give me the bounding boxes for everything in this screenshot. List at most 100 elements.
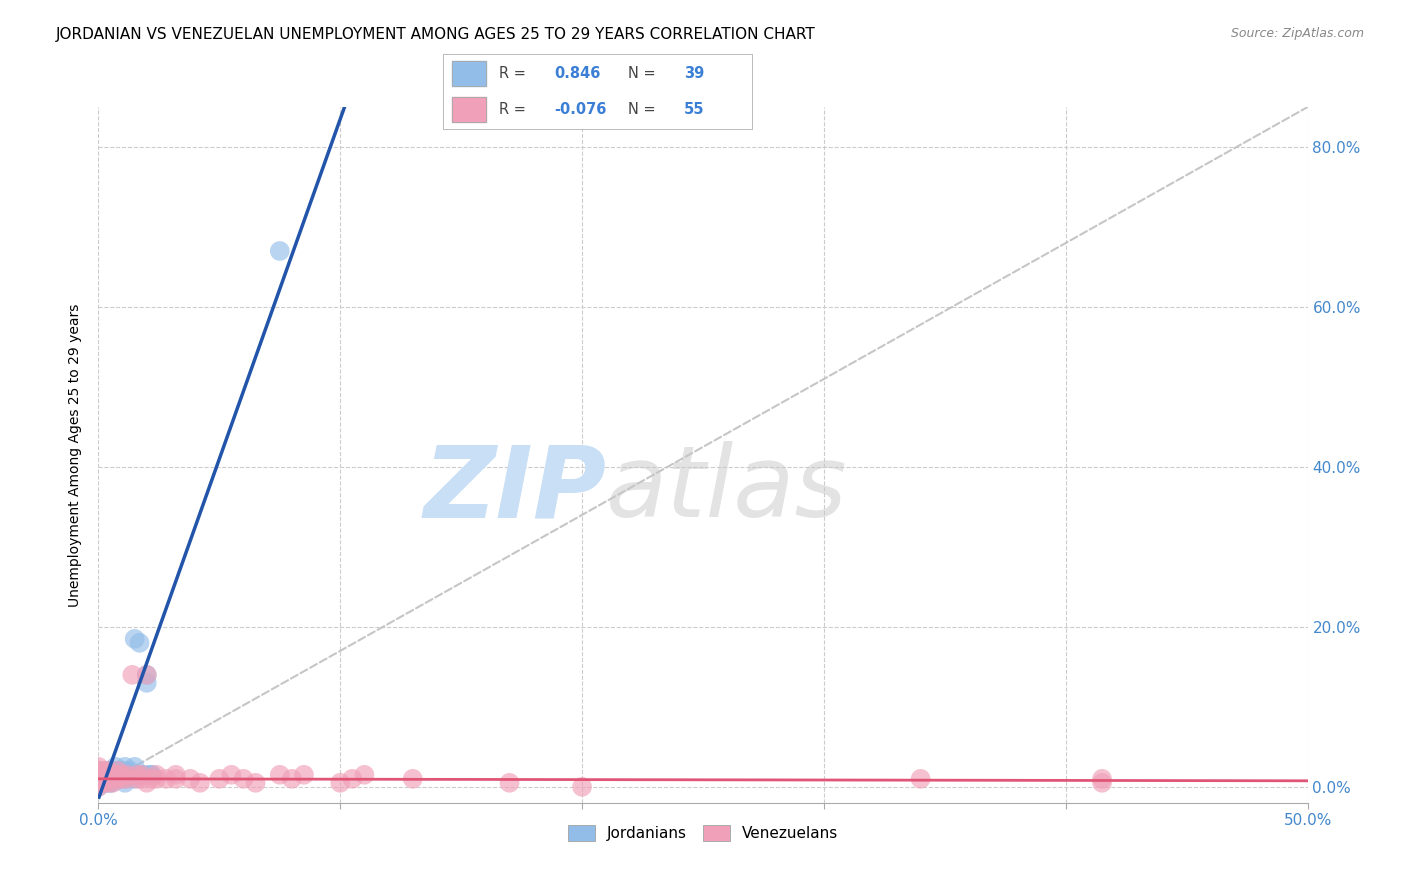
Point [111, 772, 134, 786]
Point [100, 776, 122, 790]
Point [114, 776, 136, 790]
Y-axis label: Unemployment Among Ages 25 to 29 years: Unemployment Among Ages 25 to 29 years [69, 303, 83, 607]
Point [402, 772, 425, 786]
Point [124, 760, 146, 774]
Point [269, 244, 291, 258]
Point [87, 772, 110, 786]
Point [329, 776, 352, 790]
Point [104, 768, 127, 782]
Text: 39: 39 [685, 66, 704, 81]
Text: ZIP: ZIP [423, 442, 606, 538]
Point [87, 764, 110, 778]
Point [165, 772, 187, 786]
Point [135, 776, 157, 790]
Point [135, 668, 157, 682]
Point [101, 772, 124, 786]
Point [94, 772, 117, 786]
Point [87, 780, 110, 794]
Point [117, 772, 139, 786]
Text: 55: 55 [685, 102, 704, 117]
Point [87, 776, 110, 790]
Point [87, 780, 110, 794]
Point [245, 776, 267, 790]
Text: Source: ZipAtlas.com: Source: ZipAtlas.com [1230, 27, 1364, 40]
Bar [453, 96, 486, 122]
Point [108, 768, 131, 782]
Point [114, 760, 136, 774]
Point [145, 768, 167, 782]
Text: -0.076: -0.076 [554, 102, 606, 117]
Point [269, 768, 291, 782]
Point [111, 768, 134, 782]
Text: JORDANIAN VS VENEZUELAN UNEMPLOYMENT AMONG AGES 25 TO 29 YEARS CORRELATION CHART: JORDANIAN VS VENEZUELAN UNEMPLOYMENT AMO… [56, 27, 815, 42]
Point [114, 772, 136, 786]
Point [100, 776, 122, 790]
Point [124, 772, 146, 786]
Bar [453, 62, 486, 87]
Point [100, 764, 122, 778]
Point [91, 768, 114, 782]
Point [87, 764, 110, 778]
Point [131, 768, 153, 782]
Point [179, 772, 201, 786]
Point [94, 768, 117, 782]
Point [94, 776, 117, 790]
Text: 0.846: 0.846 [554, 66, 600, 81]
Point [124, 632, 146, 646]
Point [114, 768, 136, 782]
Text: R =: R = [499, 66, 530, 81]
Point [91, 772, 114, 786]
Point [87, 768, 110, 782]
Point [100, 768, 122, 782]
Text: N =: N = [628, 102, 661, 117]
Bar [453, 96, 486, 122]
Point [910, 772, 932, 786]
Point [208, 772, 231, 786]
Point [114, 764, 136, 778]
Point [108, 772, 131, 786]
Point [100, 772, 122, 786]
Point [107, 764, 129, 778]
Point [141, 772, 163, 786]
Point [127, 768, 149, 782]
Point [104, 772, 127, 786]
Point [141, 768, 163, 782]
Point [498, 776, 520, 790]
Bar [453, 62, 486, 87]
Point [121, 668, 143, 682]
Point [127, 772, 149, 786]
Point [221, 768, 243, 782]
Point [97, 776, 120, 790]
Legend: Jordanians, Venezuelans: Jordanians, Venezuelans [561, 819, 845, 847]
Point [87, 772, 110, 786]
Point [571, 780, 593, 794]
Point [94, 764, 117, 778]
Point [97, 772, 120, 786]
Point [292, 768, 315, 782]
Point [118, 768, 141, 782]
Point [107, 768, 129, 782]
Point [135, 768, 157, 782]
Point [101, 776, 124, 790]
Point [188, 776, 211, 790]
Point [131, 772, 153, 786]
Text: atlas: atlas [606, 442, 848, 538]
Point [1091, 772, 1114, 786]
Point [97, 768, 120, 782]
Point [141, 768, 163, 782]
Point [342, 772, 364, 786]
Point [87, 760, 110, 774]
Point [1091, 776, 1114, 790]
Point [135, 668, 157, 682]
Point [94, 776, 117, 790]
Point [165, 768, 187, 782]
Point [155, 772, 177, 786]
Point [353, 768, 375, 782]
Point [104, 764, 127, 778]
Point [128, 636, 150, 650]
Point [145, 772, 167, 786]
Point [117, 768, 139, 782]
Point [124, 768, 146, 782]
Point [108, 764, 131, 778]
Point [101, 768, 124, 782]
